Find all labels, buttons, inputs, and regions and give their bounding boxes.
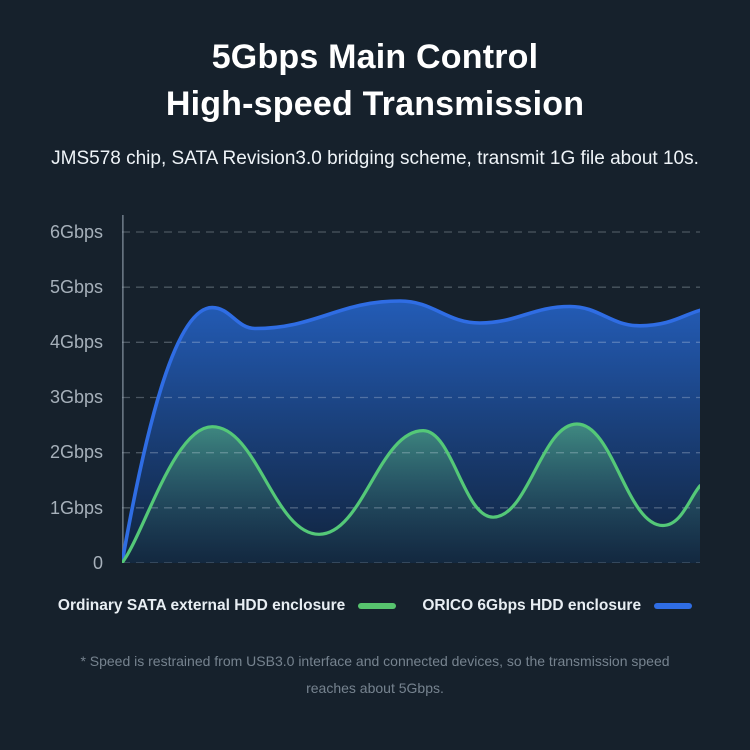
y-axis-tick-2gbps: 2Gbps: [49, 442, 103, 462]
title-line-2: High-speed Transmission: [165, 85, 585, 123]
legend-swatch-blue: [654, 603, 693, 609]
footnote: * Speed is restrained from USB3.0 interf…: [80, 653, 670, 696]
legend-label-orico: ORICO 6Gbps HDD enclosure: [422, 597, 642, 614]
legend-label-ordinary: Ordinary SATA external HDD enclosure: [57, 597, 346, 614]
title-line-1: 5Gbps Main Control: [211, 38, 539, 76]
y-axis-tick-0: 0: [92, 553, 103, 573]
legend-swatch-green: [358, 603, 397, 609]
y-axis-tick-1gbps: 1Gbps: [49, 498, 103, 518]
green-series-area: [122, 424, 700, 563]
legend-item-orico: ORICO 6Gbps HDD enclosure: [422, 597, 693, 615]
page-subtitle: JMS578 chip, SATA Revision3.0 bridging s…: [51, 148, 699, 169]
speed-comparison-chart: [122, 215, 700, 563]
ordinary-series-line: [122, 422, 700, 563]
y-axis-tick-4gbps: 4Gbps: [49, 332, 103, 352]
legend-item-ordinary: Ordinary SATA external HDD enclosure: [57, 597, 397, 615]
orico-series-line: [122, 299, 700, 563]
chart-legend: Ordinary SATA external HDD enclosure ORI…: [0, 597, 750, 615]
page-title: 5Gbps Main Control High-speed Transmissi…: [0, 34, 750, 128]
y-axis-tick-5gbps: 5Gbps: [49, 277, 103, 297]
y-axis-tick-6gbps: 6Gbps: [49, 222, 103, 242]
y-axis-tick-3gbps: 3Gbps: [49, 387, 103, 407]
